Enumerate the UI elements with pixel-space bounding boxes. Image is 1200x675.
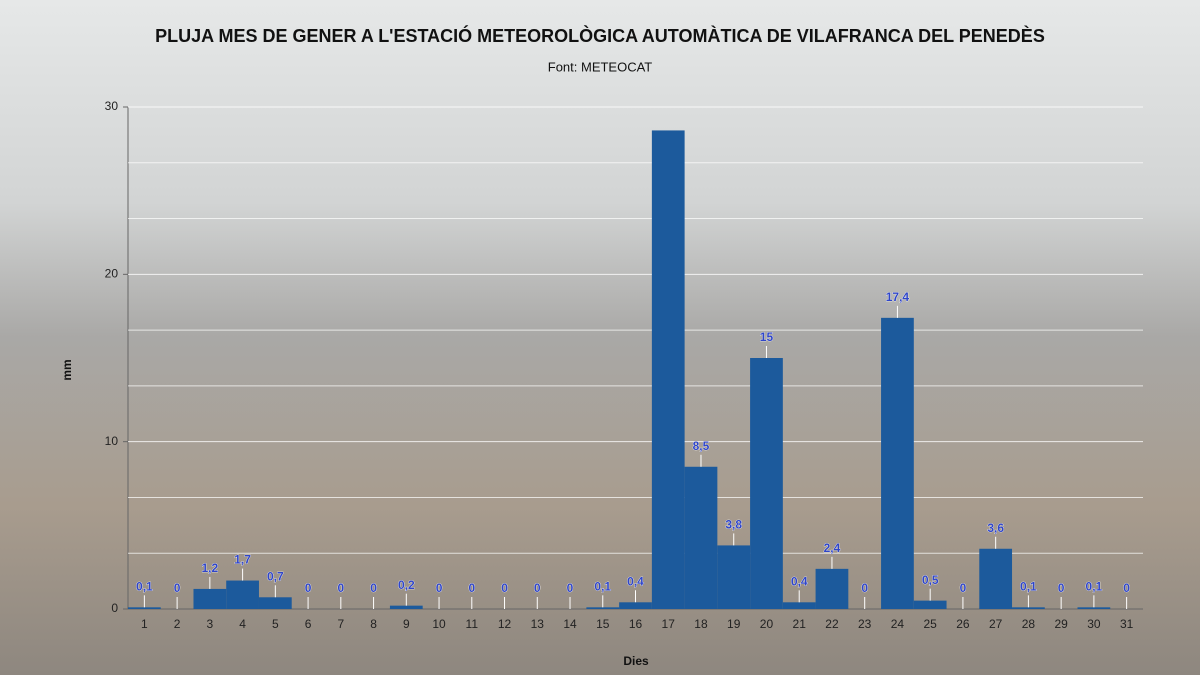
data-label: 17,4 [886,290,910,304]
data-label: 0 [305,581,312,595]
x-tick-label: 24 [891,617,905,631]
x-tick-label: 5 [272,617,279,631]
y-tick-label: 30 [105,99,119,113]
x-tick-label: 7 [337,617,344,631]
x-tick-label: 12 [498,617,512,631]
bar [1077,607,1111,609]
x-axis-label: Dies [623,654,649,668]
data-label: 0 [534,581,541,595]
x-tick-label: 20 [760,617,774,631]
chart-title: PLUJA MES DE GENER A L'ESTACIÓ METEOROLÒ… [155,25,1045,46]
x-tick-label: 1 [141,617,148,631]
data-label: 0,7 [267,569,284,583]
data-label: 3,8 [725,518,742,532]
data-label: 0,5 [922,573,939,587]
bar [1012,607,1045,609]
x-tick-label: 16 [629,617,643,631]
y-tick-label: 20 [105,267,119,281]
data-label: 2,4 [824,541,841,555]
data-label: 0 [1123,581,1130,595]
bar [226,580,259,609]
data-label: 0,1 [1020,579,1037,593]
data-label: 0 [1058,581,1065,595]
bar [128,607,161,609]
data-label: 0 [861,581,868,595]
x-tick-label: 11 [466,617,479,631]
x-tick-label: 9 [403,617,410,631]
x-tick-label: 27 [989,617,1003,631]
x-tick-label: 4 [239,617,246,631]
x-tick-label: 25 [923,617,937,631]
x-tick-label: 14 [563,617,577,631]
data-label: 0 [370,581,377,595]
data-label: 0,1 [1086,579,1103,593]
x-tick-label: 2 [174,617,181,631]
bar [619,602,652,609]
bar [782,602,816,609]
x-tick-label: 6 [305,617,312,631]
bar [193,588,227,609]
x-tick-label: 21 [793,617,807,631]
bar [815,568,849,609]
bar [651,130,685,609]
chart-subtitle: Font: METEOCAT [548,59,653,74]
x-tick-label: 15 [596,617,610,631]
data-label: 3,6 [987,521,1004,535]
data-label: 0 [567,581,574,595]
x-tick-label: 22 [825,617,839,631]
bar [684,466,718,609]
bar [979,548,1013,609]
y-tick-label: 10 [105,434,119,448]
data-label: 0 [960,581,967,595]
data-label: 1,2 [202,561,219,575]
x-tick-label: 18 [694,617,708,631]
x-tick-label: 31 [1120,617,1134,631]
bar [881,317,914,609]
bar [750,358,783,609]
data-label: 1,7 [234,553,251,567]
x-tick-label: 29 [1054,617,1068,631]
x-tick-label: 30 [1087,617,1101,631]
data-label: 0,4 [791,574,808,588]
x-tick-label: 3 [207,617,214,631]
data-label: 0 [174,581,181,595]
bar [389,605,423,609]
data-label: 0 [468,581,475,595]
data-label: 8,5 [693,439,710,453]
x-tick-label: 28 [1022,617,1036,631]
x-tick-label: 23 [858,617,872,631]
data-label: 0 [436,581,443,595]
data-label: 0,4 [627,574,644,588]
x-tick-label: 19 [727,617,741,631]
y-axis-label: mm [60,359,74,380]
data-label: 0 [337,581,344,595]
bar [717,545,751,609]
x-tick-label: 8 [370,617,377,631]
x-tick-label: 26 [956,617,970,631]
bar [586,607,620,609]
y-tick-label: 0 [111,601,118,615]
bar [913,600,947,609]
data-label: 15 [760,330,774,344]
data-label: 0,1 [136,579,153,593]
data-label: 0 [501,581,508,595]
x-tick-label: 17 [662,617,676,631]
data-label: 0,2 [398,578,415,592]
x-tick-label: 10 [432,617,446,631]
bar [258,597,292,609]
x-tick-label: 13 [531,617,545,631]
data-label: 0,1 [594,579,611,593]
